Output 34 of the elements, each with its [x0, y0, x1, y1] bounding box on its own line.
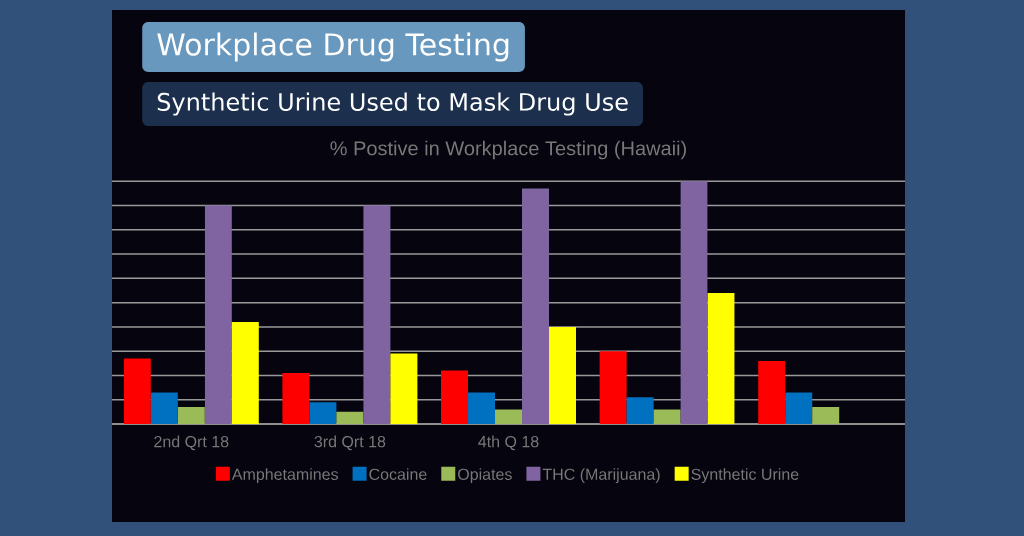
bar: [653, 409, 681, 424]
legend-label: Opiates: [458, 468, 512, 484]
bar: [123, 358, 151, 424]
bar: [177, 407, 205, 424]
x-tick-label: 2nd Qrt 18: [154, 435, 229, 451]
bar: [363, 205, 391, 424]
bar: [150, 392, 178, 424]
bar: [204, 205, 232, 424]
bar: [758, 360, 786, 424]
x-tick-label: 4th Q 18: [478, 435, 539, 451]
bar: [390, 353, 418, 424]
bar: [599, 351, 627, 424]
bar: [812, 407, 840, 424]
bar: [626, 397, 654, 424]
bar: [468, 392, 496, 424]
x-tick-label: 3rd Qrt 18: [314, 435, 386, 451]
legend-label: Amphetamines: [231, 468, 338, 484]
bar: [707, 292, 735, 424]
bar: [282, 373, 310, 424]
bar: [680, 181, 708, 424]
bar: [522, 188, 550, 424]
text: Workplace Drug Testing: [157, 32, 509, 62]
text: Synthetic Urine Used to Mask Drug Use: [157, 92, 628, 116]
legend-label: Cocaine: [369, 468, 427, 480]
bar: [495, 409, 523, 424]
legend-label: Synthetic Urine: [691, 468, 799, 484]
bar: [785, 392, 813, 424]
bar: [336, 411, 364, 424]
chart-title: % Postive in Workplace Testing (Hawaii): [330, 140, 686, 160]
bar: [441, 370, 469, 424]
bar: [309, 402, 337, 424]
legend-label: THC (Marijuana): [542, 468, 660, 484]
bar: [231, 322, 259, 424]
bar: [549, 326, 577, 424]
